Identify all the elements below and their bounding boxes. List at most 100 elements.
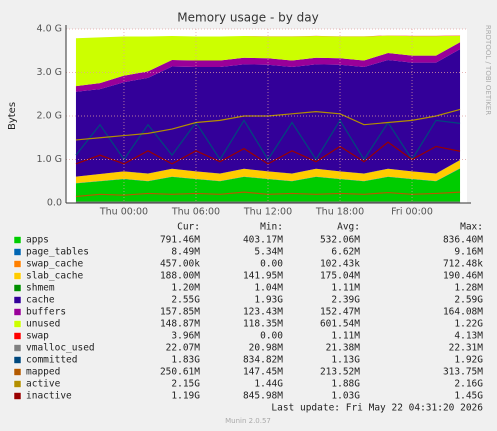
y-tick-label: 0.0 — [47, 198, 62, 209]
legend-swatch — [13, 380, 22, 388]
legend-stat: 2.55G — [171, 295, 200, 306]
legend-stat: 5.34M — [254, 247, 283, 258]
legend-name: apps — [26, 235, 49, 246]
legend-stat: 141.95M — [243, 271, 283, 282]
legend-swatch — [13, 356, 22, 364]
legend-stat: 1.88G — [331, 379, 360, 390]
footer: Last update: Fri May 22 04:31:20 2026 — [271, 403, 483, 414]
legend-name: vmalloc_used — [26, 343, 95, 354]
legend-name: active — [26, 379, 61, 390]
legend-swatch — [13, 260, 22, 268]
legend-swatch — [13, 368, 22, 376]
legend-name: cache — [26, 295, 55, 306]
legend-name: unused — [26, 319, 60, 330]
legend-stat: 147.45M — [243, 367, 283, 378]
legend-stat: 313.75M — [443, 367, 483, 378]
legend-swatch — [13, 284, 22, 292]
x-tick-label: Thu 18:00 — [315, 207, 364, 218]
legend-stat: 836.40M — [443, 235, 483, 246]
version: Munin 2.0.57 — [225, 417, 271, 425]
legend-swatch — [13, 320, 22, 328]
legend-stat: 1.11M — [331, 283, 360, 294]
y-axis-label: Bytes — [7, 102, 18, 130]
side-note: RRDTOOL / TOBI OETIKER — [484, 25, 492, 115]
y-tick-label: 3.0 G — [37, 67, 63, 78]
legend-stat: 213.52M — [320, 367, 360, 378]
legend-stat: 1.45G — [454, 391, 483, 402]
legend-stat: 403.17M — [243, 235, 283, 246]
legend-swatch — [13, 308, 22, 316]
legend-stat: 3.96M — [171, 331, 200, 342]
legend-stat: 712.48k — [443, 259, 483, 270]
legend-stat: 152.47M — [320, 307, 360, 318]
legend-stat: 1.28M — [454, 283, 483, 294]
line-committed — [75, 119, 461, 161]
legend-stat: 188.00M — [160, 271, 200, 282]
legend-stat: 148.87M — [160, 319, 200, 330]
legend-stat: 157.85M — [160, 307, 200, 318]
legend-stat: 845.98M — [243, 391, 283, 402]
legend-name: shmem — [26, 283, 55, 294]
legend-name: page_tables — [26, 247, 89, 258]
legend-stat: 21.38M — [326, 343, 361, 354]
legend-name: mapped — [26, 367, 60, 378]
legend-stat: 102.43k — [320, 259, 360, 270]
legend-header: Avg: — [337, 222, 360, 233]
y-tick-label: 1.0 G — [37, 154, 63, 165]
legend-name: slab_cache — [26, 271, 83, 282]
legend-stat: 1.92G — [454, 355, 483, 366]
legend-stat: 532.06M — [320, 235, 360, 246]
legend-name: committed — [26, 355, 77, 366]
legend-stat: 9.16M — [454, 247, 483, 258]
legend-swatch — [13, 392, 22, 400]
legend-stat: 834.82M — [243, 355, 283, 366]
legend-stat: 1.13G — [331, 355, 360, 366]
x-tick-label: Thu 00:00 — [99, 207, 148, 218]
legend-swatch — [13, 344, 22, 352]
legend-stat: 8.49M — [171, 247, 200, 258]
legend-stat: 1.44G — [254, 379, 283, 390]
legend-stat: 2.16G — [454, 379, 483, 390]
legend-stat: 1.04M — [254, 283, 283, 294]
legend-stat: 22.31M — [449, 343, 484, 354]
legend-swatch — [13, 296, 22, 304]
legend-stat: 22.07M — [166, 343, 201, 354]
legend-name: swap_cache — [26, 259, 83, 270]
legend-stat: 1.20M — [171, 283, 200, 294]
x-tick-label: Thu 12:00 — [243, 207, 292, 218]
legend-stat: 1.22G — [454, 319, 483, 330]
legend-swatch — [13, 332, 22, 340]
y-tick-label: 2.0 G — [37, 111, 63, 122]
legend-stat: 1.11M — [331, 331, 360, 342]
legend-stat: 2.39G — [331, 295, 360, 306]
legend-stat: 4.13M — [454, 331, 483, 342]
legend-stat: 601.54M — [320, 319, 360, 330]
x-tick-label: Thu 06:00 — [171, 207, 220, 218]
legend-swatch — [13, 272, 22, 280]
legend-header: Min: — [260, 222, 283, 233]
legend-swatch — [13, 236, 22, 244]
legend-stat: 2.15G — [171, 379, 200, 390]
legend-name: swap — [26, 331, 49, 342]
legend-stat: 175.04M — [320, 271, 360, 282]
legend-stat: 190.46M — [443, 271, 483, 282]
legend-stat: 0.00 — [260, 331, 283, 342]
legend-stat: 1.19G — [171, 391, 200, 402]
line-inactive — [75, 141, 461, 165]
legend-swatch — [13, 248, 22, 256]
area-unused — [75, 35, 461, 87]
legend-stat: 791.46M — [160, 235, 200, 246]
legend-stat: 2.59G — [454, 295, 483, 306]
area-cache — [75, 49, 461, 177]
y-tick-label: 4.0 G — [37, 24, 63, 35]
area-slab-cache — [75, 160, 461, 184]
legend-stat: 20.98M — [249, 343, 284, 354]
legend-stat: 164.08M — [443, 307, 483, 318]
legend-stat: 250.61M — [160, 367, 200, 378]
legend-stat: 457.00k — [160, 259, 200, 270]
legend-stat: 1.83G — [171, 355, 200, 366]
legend-name: inactive — [26, 391, 72, 402]
legend-stat: 1.93G — [254, 295, 283, 306]
legend-stat: 6.62M — [331, 247, 360, 258]
